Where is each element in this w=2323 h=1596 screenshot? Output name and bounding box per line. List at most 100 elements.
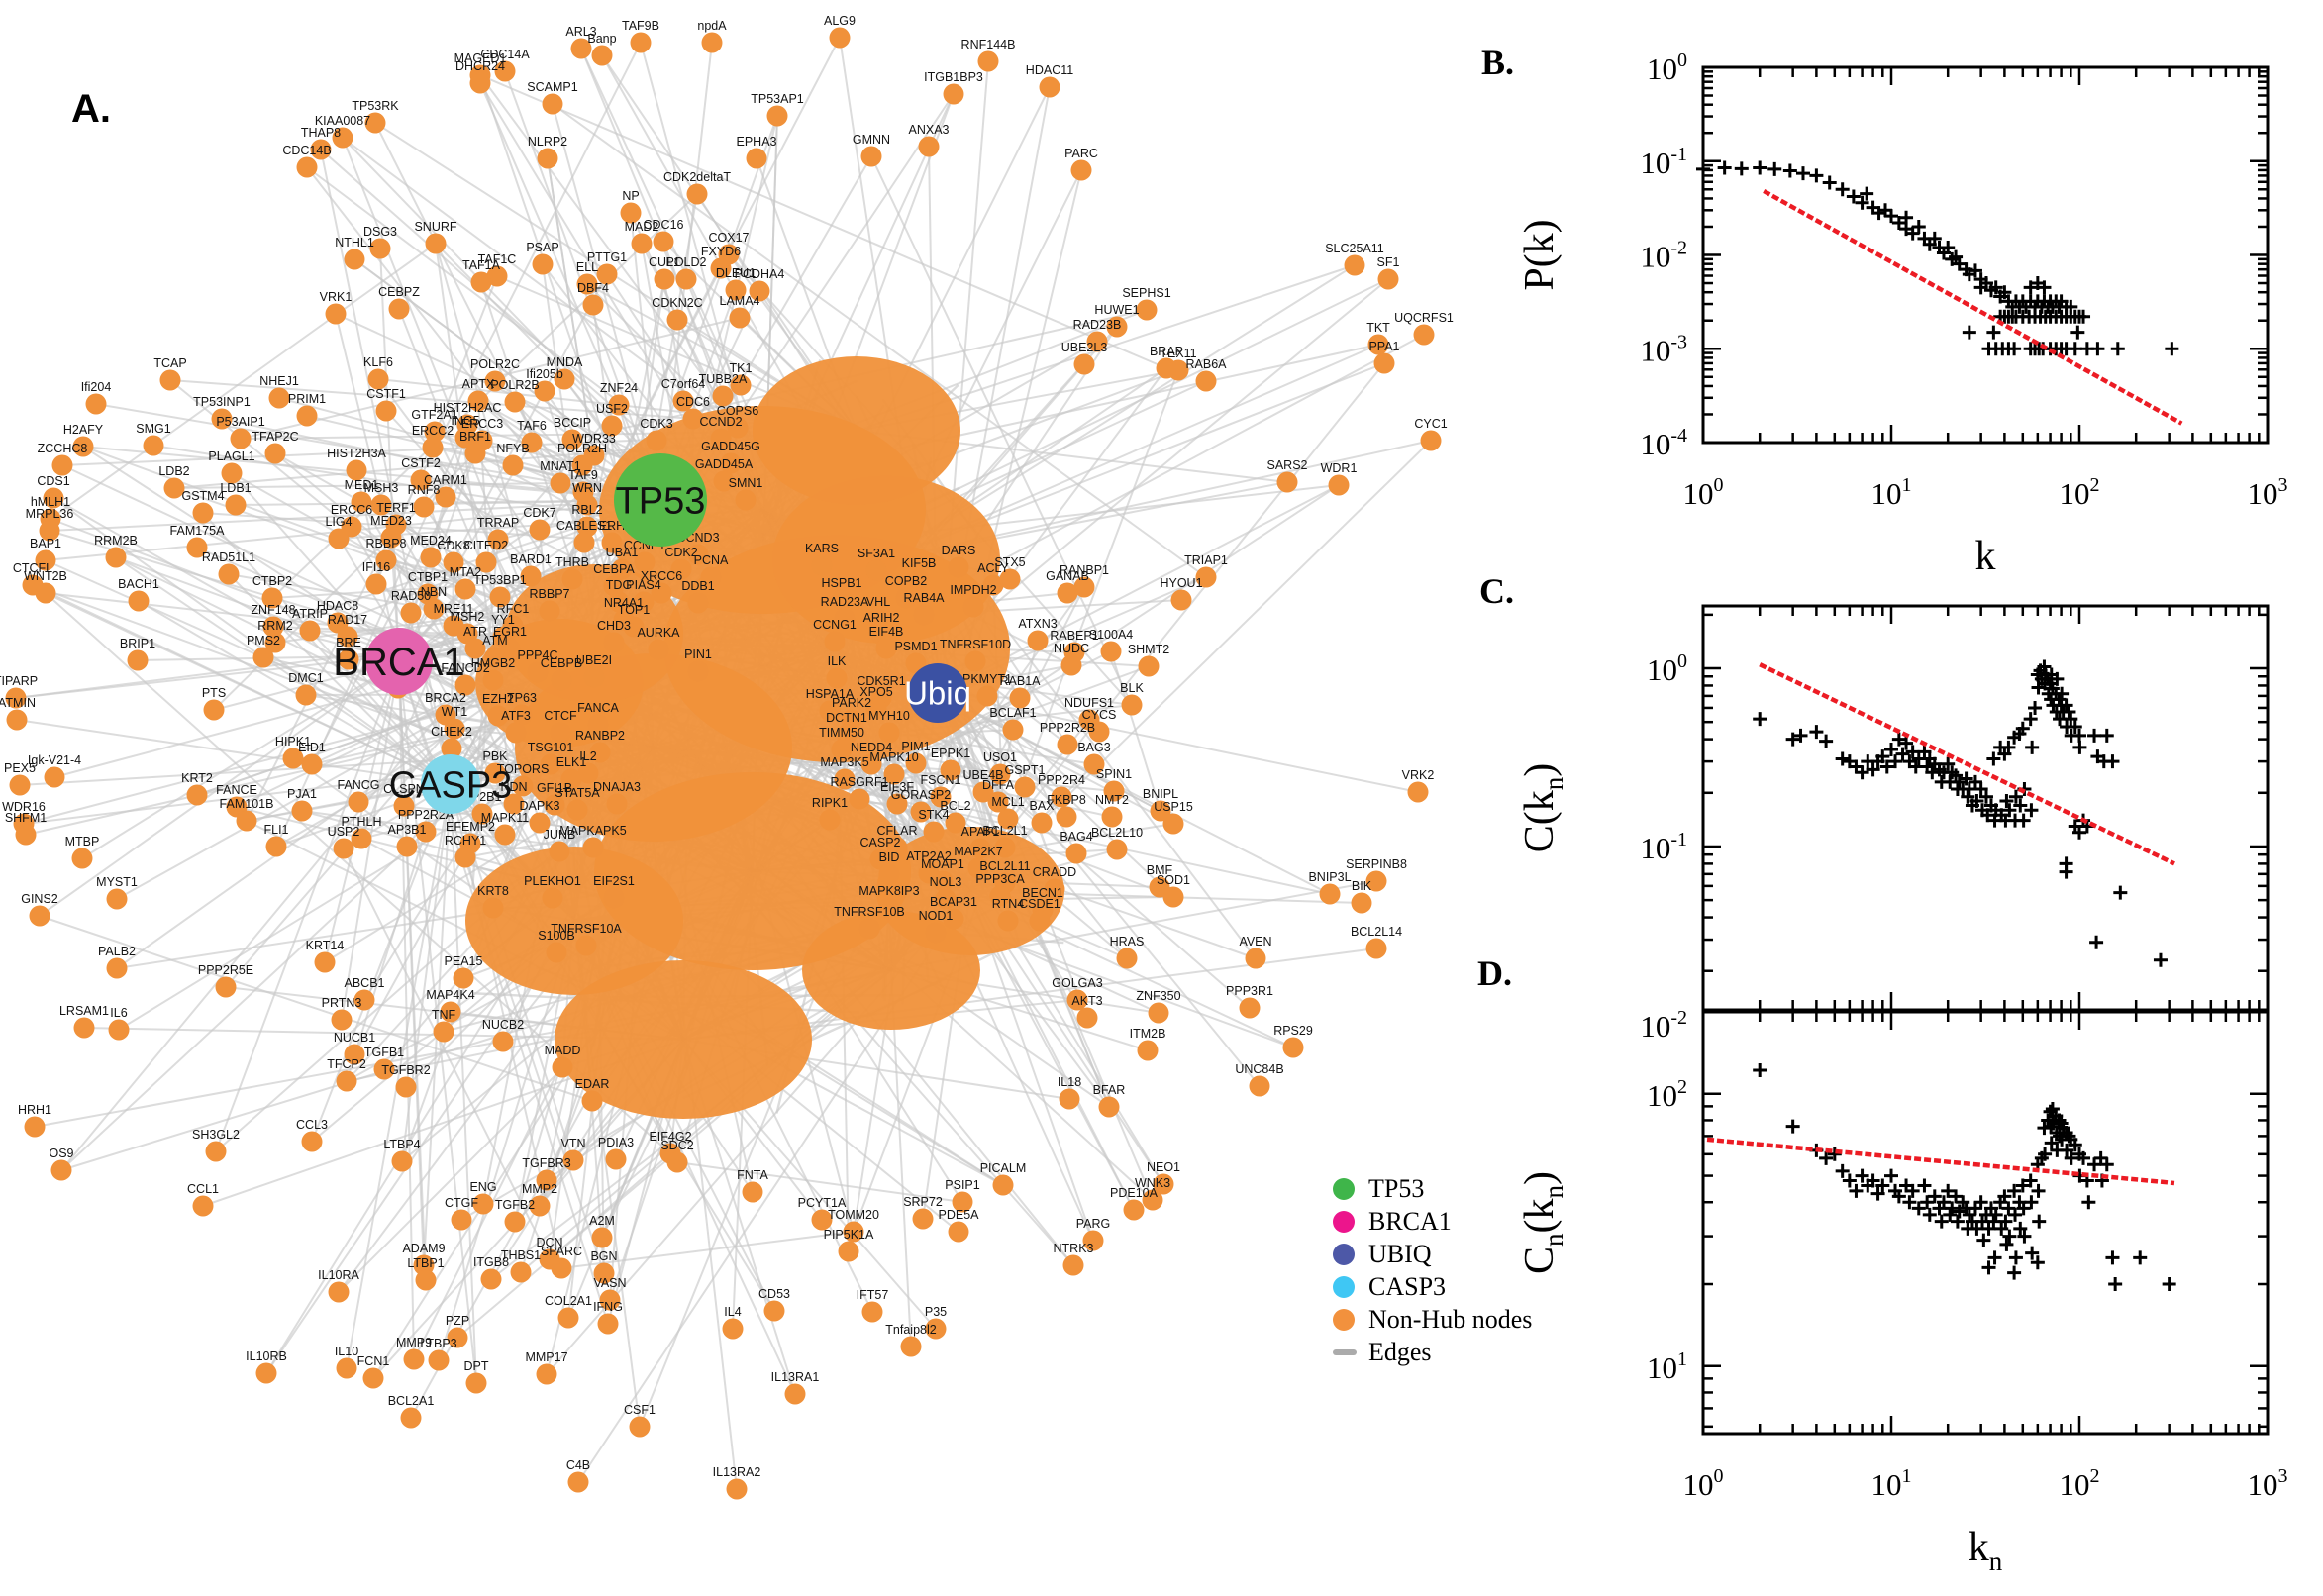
x-tick-label: 103: [2248, 1465, 2288, 1502]
data-point: [2007, 1265, 2022, 1280]
network-node: [39, 520, 60, 542]
network-node-label: PPP3R1: [1226, 984, 1273, 998]
network-node-label: BCCIP: [554, 416, 591, 430]
network-node: [666, 309, 688, 331]
network-node: [701, 32, 723, 53]
network-node: [727, 417, 749, 439]
network-node-label: PIM1: [901, 740, 930, 753]
network-node: [908, 569, 930, 591]
network-node-label: PKMYT1: [962, 672, 1012, 686]
network-node-label: EIF3F: [880, 780, 914, 794]
network-node-label: RBBP7: [530, 587, 570, 601]
legend-label: UBIQ: [1368, 1239, 1432, 1268]
network-node: [527, 661, 549, 683]
network-node: [577, 762, 599, 784]
network-node: [1059, 1088, 1080, 1110]
network-node: [472, 1193, 494, 1215]
network-node-label: OS9: [49, 1147, 73, 1160]
y-axis-label: C(kn​): [1517, 763, 1568, 853]
network-node-label: ZCCHC8: [38, 442, 88, 455]
network-node-label: MAPKAPK5: [559, 824, 626, 838]
network-node-label: ATF3: [501, 709, 531, 723]
data-point: [2087, 728, 2102, 743]
network-node: [444, 718, 465, 740]
network-node-label: USP2: [328, 825, 360, 839]
network-node-label: CDK3: [640, 417, 672, 431]
network-node: [225, 494, 247, 516]
network-node-label: PCDHA4: [735, 267, 785, 281]
network-node-label: LIG4: [325, 515, 352, 529]
network-node: [35, 582, 56, 604]
network-node: [1344, 254, 1365, 276]
network-node-label: PIAS4: [626, 578, 660, 592]
network-node: [1065, 843, 1087, 864]
network-node: [403, 1348, 425, 1370]
network-node: [561, 568, 583, 590]
network-node-label: CDK8: [437, 539, 469, 552]
legend-node-swatch: [1333, 1210, 1355, 1233]
network-node-label: TIMM50: [819, 726, 864, 740]
network-node: [163, 477, 185, 499]
network-node: [1057, 734, 1078, 755]
network-node: [720, 452, 742, 474]
network-node: [601, 532, 623, 553]
network-node: [205, 1141, 227, 1162]
network-node: [811, 1209, 833, 1231]
network-node: [6, 709, 28, 731]
network-node-label: SOD1: [1157, 873, 1190, 887]
network-node: [766, 105, 788, 127]
network-node: [331, 1009, 353, 1031]
network-node: [886, 837, 908, 858]
network-node-label: WDR33: [572, 432, 616, 446]
data-point: [1986, 325, 2001, 340]
network-edge: [49, 499, 661, 532]
network-node: [742, 1181, 763, 1203]
network-node: [529, 812, 551, 834]
network-node: [905, 752, 927, 774]
y-tick-label: 10-3: [1640, 331, 1687, 367]
network-node-label: LDB1: [220, 481, 251, 495]
network-core-blob: [555, 960, 812, 1119]
network-node-label: KRT2: [181, 771, 213, 785]
data-point: [2165, 342, 2179, 356]
network-node-label: EPHA3: [737, 135, 777, 149]
network-node-label: MNDA: [547, 355, 583, 369]
network-node-label: TKT: [1366, 321, 1390, 335]
legend-edge-swatch: [1333, 1348, 1357, 1355]
fit-line: [1706, 1137, 2175, 1186]
legend-label: TP53: [1368, 1173, 1425, 1203]
network-node: [375, 400, 397, 422]
network-node: [858, 918, 880, 940]
network-node-label: NFYB: [496, 442, 529, 455]
network-edge: [937, 692, 1154, 1201]
network-node-label: MSH3: [364, 481, 399, 495]
network-node: [203, 699, 225, 721]
network-node: [370, 494, 392, 516]
legend-node-swatch: [1333, 1243, 1355, 1265]
network-node: [1137, 1040, 1159, 1061]
network-edge: [379, 248, 400, 662]
network-node: [746, 148, 767, 169]
network-node-label: TNFRSF10A: [551, 922, 622, 936]
network-node-label: MED23: [370, 514, 412, 528]
network-node: [1413, 324, 1435, 346]
network-node: [365, 573, 387, 595]
data-point: [1734, 161, 1749, 176]
network-node-label: FANCA: [577, 701, 619, 715]
network-node: [467, 390, 489, 412]
network-node: [620, 202, 642, 224]
y-tick-label: 10-1: [1640, 144, 1687, 180]
network-node-label: NOD1: [919, 909, 954, 923]
network-node: [554, 368, 575, 390]
network-node-label: PLEKHO1: [524, 874, 581, 888]
network-node-label: JUNB: [544, 828, 576, 842]
network-node: [1009, 687, 1031, 709]
network-node: [1070, 159, 1092, 181]
network-node-label: FANCD2: [441, 661, 489, 675]
network-node: [310, 139, 332, 160]
network-node-label: EFEMP2: [446, 820, 495, 834]
network-node: [1031, 812, 1053, 834]
network-node-label: VHL: [866, 595, 890, 609]
network-node: [484, 647, 506, 668]
network-node: [606, 793, 628, 815]
